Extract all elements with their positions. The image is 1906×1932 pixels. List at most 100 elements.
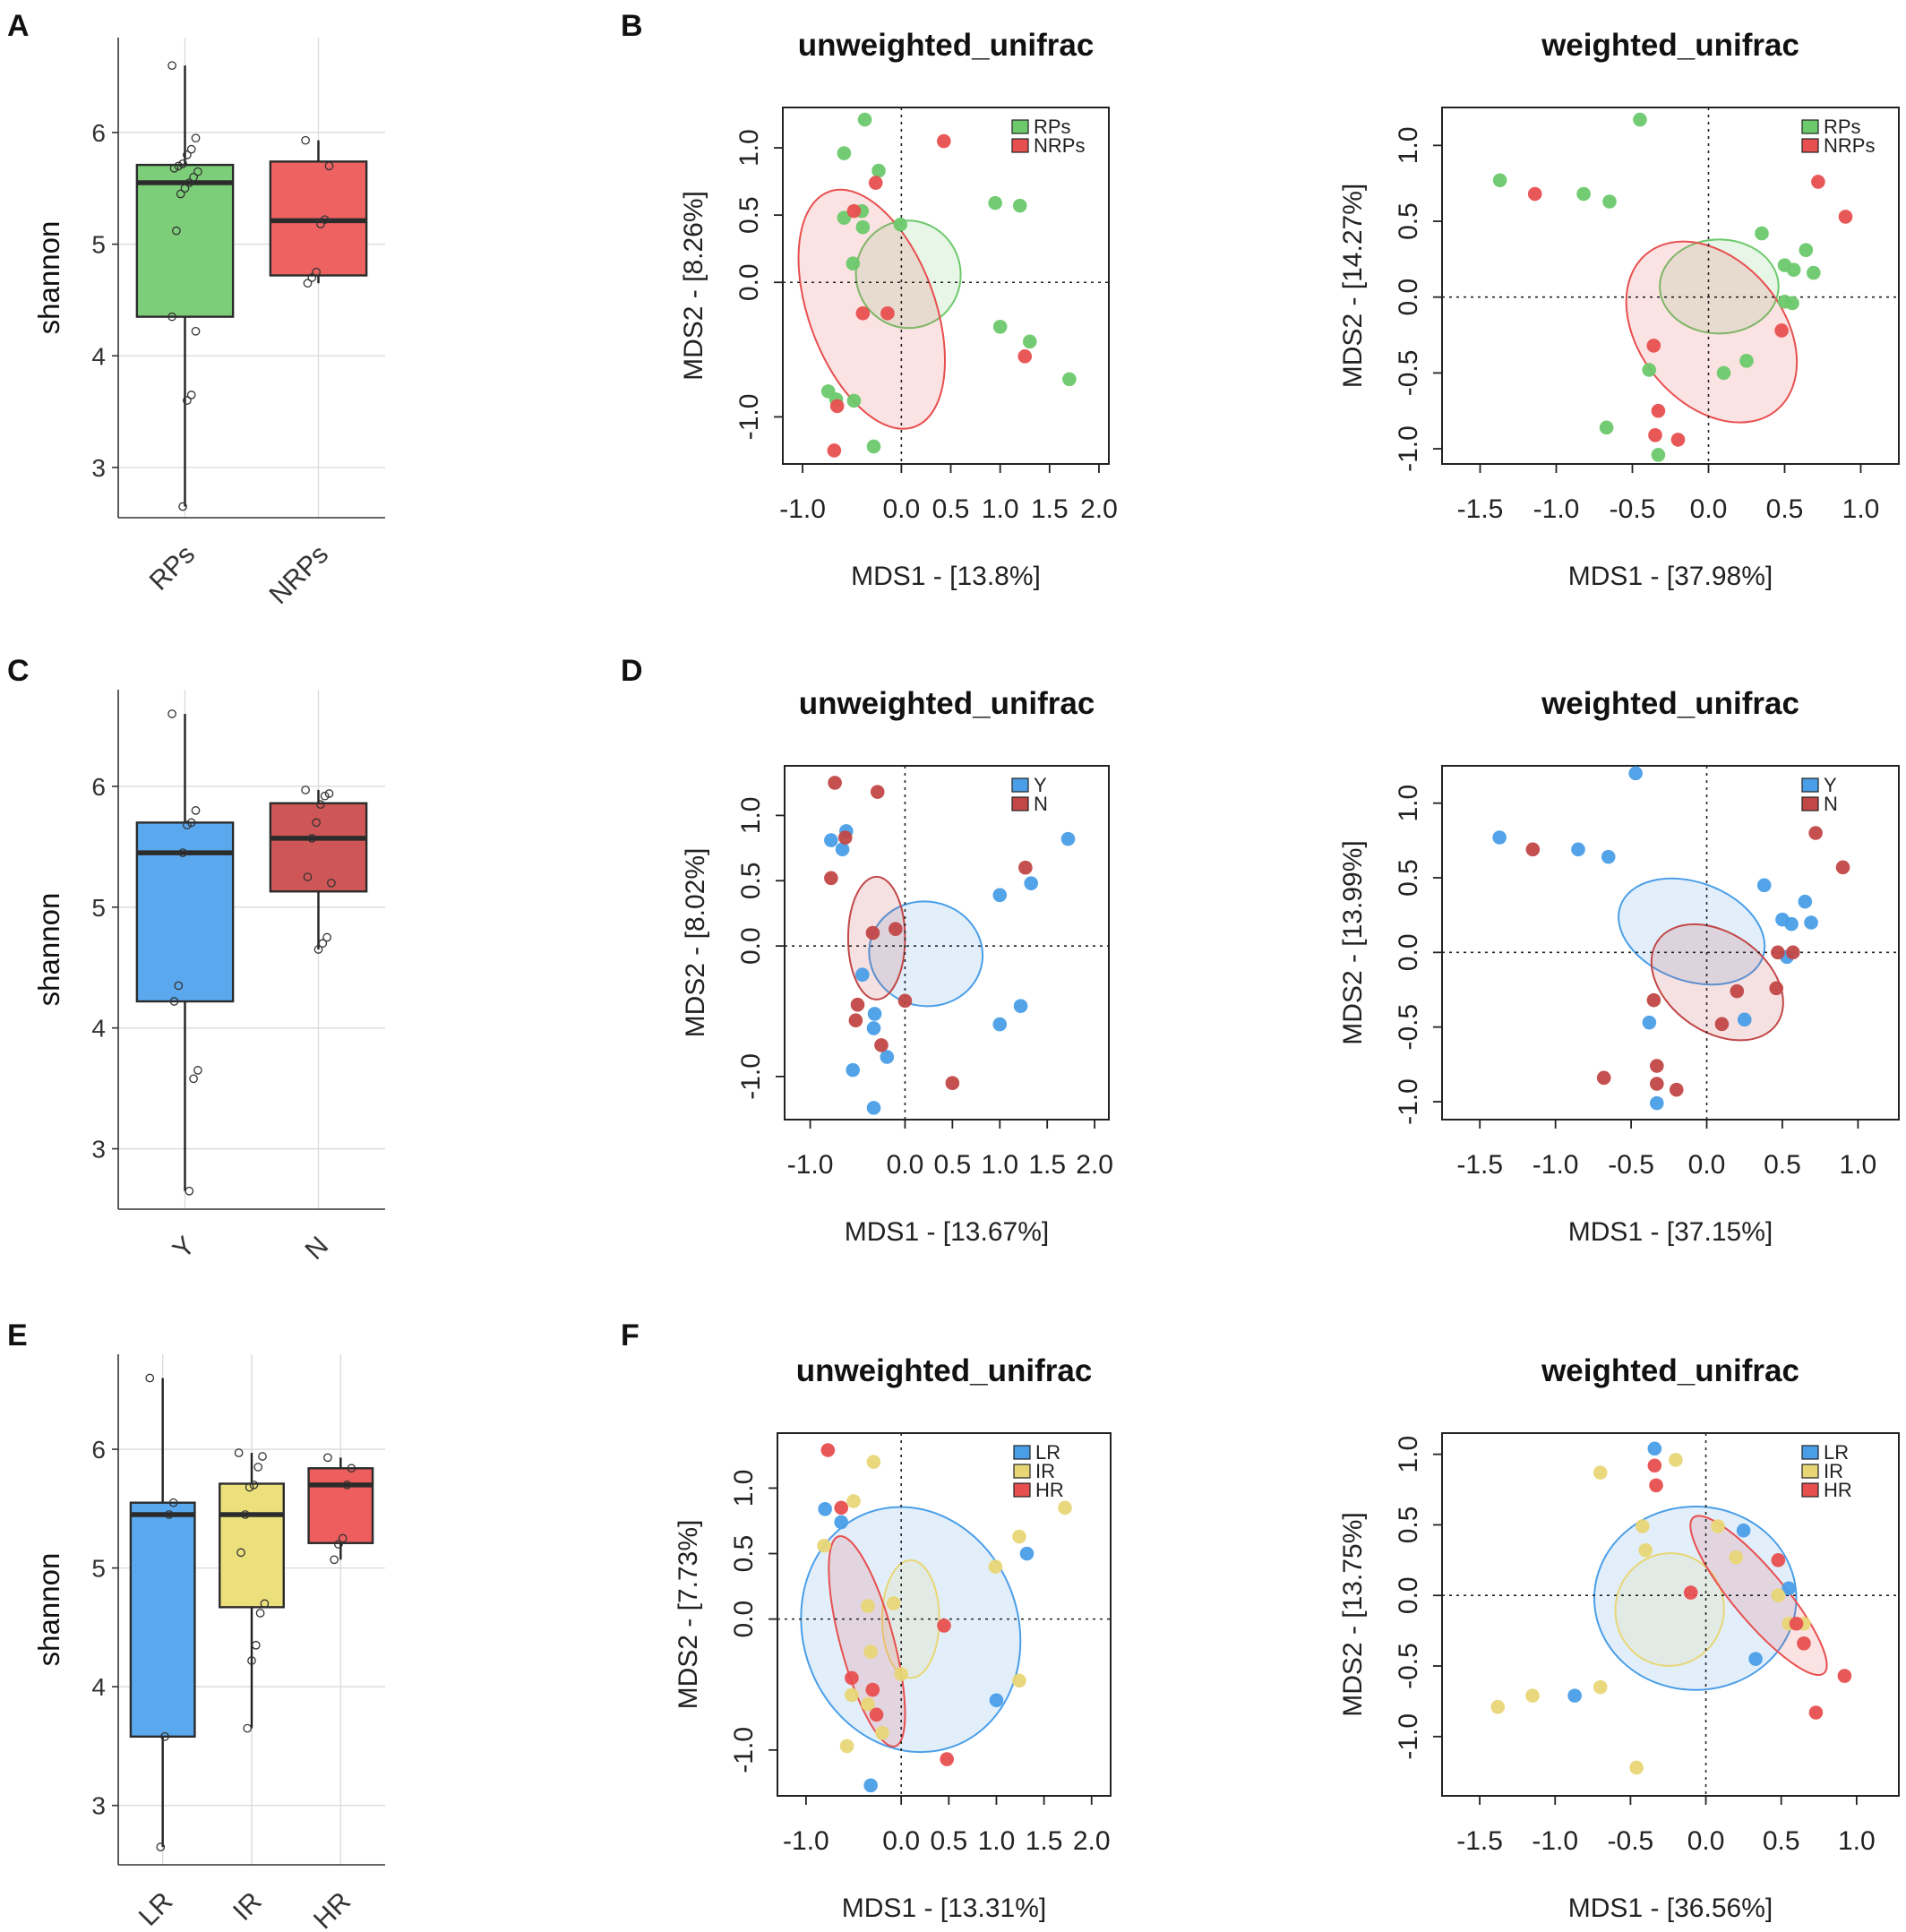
data-point (307, 834, 317, 843)
data-point (1784, 916, 1799, 932)
data-point (167, 312, 176, 322)
series-hr (820, 1443, 954, 1766)
data-point (1638, 1542, 1653, 1558)
series-nrps (1527, 175, 1853, 447)
data-point (1646, 992, 1661, 1008)
data-point (1633, 112, 1647, 127)
data-point (318, 939, 328, 949)
scatter-d1: unweighted_unifrac -1.0 0.0 0.5 1.0 1.5 2.0 -1.… (681, 686, 1113, 1247)
data-point (1799, 243, 1814, 258)
data-point (243, 1723, 253, 1733)
data-point (327, 878, 336, 888)
data-point (347, 1464, 356, 1473)
data-point (855, 219, 871, 235)
data-point (183, 396, 192, 405)
panel-letter-a: A (7, 9, 30, 43)
legend-label-rps: RPs (1034, 116, 1071, 138)
data-point (1782, 1581, 1796, 1596)
y-tick-label: 6 (91, 1436, 106, 1464)
legend-swatch-nrps (1801, 138, 1819, 153)
data-point (183, 150, 192, 159)
data-point (180, 184, 190, 193)
data-point (312, 818, 321, 828)
y-tick-label: 1.0 (729, 1470, 759, 1507)
x-tick-label: -1.5 (1457, 494, 1504, 524)
series-hr (1647, 1458, 1852, 1720)
box-body (219, 1482, 285, 1609)
box-ir (219, 1448, 285, 1733)
data-point (1060, 831, 1076, 846)
plot-frame (1441, 765, 1900, 1121)
box-n (269, 786, 368, 954)
y-tick-label: 4 (91, 342, 106, 370)
data-point (989, 1693, 1004, 1708)
data-point (1649, 1478, 1663, 1493)
x-tick-label: 0.0 (1688, 1150, 1726, 1180)
data-point (303, 279, 313, 288)
y-tick-label: 1.0 (1394, 126, 1423, 164)
data-point (870, 785, 885, 799)
data-point (324, 161, 334, 171)
data-point (178, 502, 187, 511)
data-point (1739, 354, 1754, 368)
data-point (1771, 945, 1785, 960)
data-point (1642, 1015, 1657, 1030)
data-point (1013, 999, 1028, 1013)
box-nrps (269, 135, 368, 288)
x-tick-label: -1.0 (1532, 1826, 1578, 1856)
data-point (249, 1480, 259, 1490)
data-point (245, 1482, 254, 1492)
x-tick-label: 0.5 (1764, 1150, 1801, 1180)
y-tick-label: -0.5 (1394, 1004, 1423, 1051)
plot-frame (1441, 107, 1900, 465)
x-tick-label: 0.0 (1690, 494, 1728, 524)
data-point (871, 163, 886, 178)
data-point (857, 112, 872, 127)
y-tick-label: 5 (91, 231, 106, 259)
data-point (174, 161, 184, 171)
data-point (1669, 1453, 1683, 1467)
y-tick-label: 0.0 (1394, 279, 1423, 316)
legend-swatch-nrps (1011, 138, 1029, 153)
ellipse-nrps (797, 188, 947, 430)
panel-letter-b: B (621, 9, 643, 43)
y-tick-label: 0.0 (736, 927, 766, 965)
x-tick-label: -1.5 (1456, 1826, 1503, 1856)
ellipse-nrps (1625, 240, 1799, 424)
data-point (186, 391, 196, 399)
x-tick-label: -1.0 (779, 494, 826, 524)
series-nrps (827, 133, 1033, 458)
legend-swatch-n (1801, 796, 1819, 811)
x-axis-title: MDS1 - [13.8%] (851, 562, 1041, 591)
data-point (1669, 1082, 1684, 1097)
data-point (1648, 428, 1662, 442)
legend-label-lr: LR (1824, 1441, 1849, 1464)
x-tick-label: 0.5 (930, 1826, 967, 1856)
x-tick-label: -1.0 (1533, 1150, 1579, 1180)
data-point (829, 399, 845, 414)
data-point (1650, 1059, 1664, 1073)
y-tick-label: -0.5 (1394, 1643, 1423, 1689)
data-point (1736, 1523, 1751, 1538)
data-point (1058, 1500, 1072, 1516)
data-point (866, 439, 881, 454)
y-tick-label: 4 (91, 1673, 106, 1701)
data-point (255, 1609, 265, 1618)
legend-label-lr: LR (1035, 1441, 1060, 1464)
x-tick-label: -0.5 (1608, 1826, 1654, 1856)
data-point (889, 922, 903, 936)
panel-letters: A B C D E F (7, 9, 643, 1352)
y-tick-label: 0.5 (1394, 1507, 1423, 1544)
x-tick-label: 1.0 (981, 1150, 1018, 1180)
data-point (1716, 365, 1731, 381)
series-rps (1492, 112, 1821, 462)
data-point (172, 226, 181, 236)
legend-label-ir: IR (1035, 1460, 1055, 1482)
x-axis-title: MDS1 - [37.98%] (1568, 562, 1773, 591)
legend-label-y: Y (1824, 774, 1837, 796)
box-body (135, 163, 235, 318)
box-rps (135, 61, 235, 511)
data-point (1729, 1550, 1744, 1565)
data-point (992, 1017, 1008, 1032)
